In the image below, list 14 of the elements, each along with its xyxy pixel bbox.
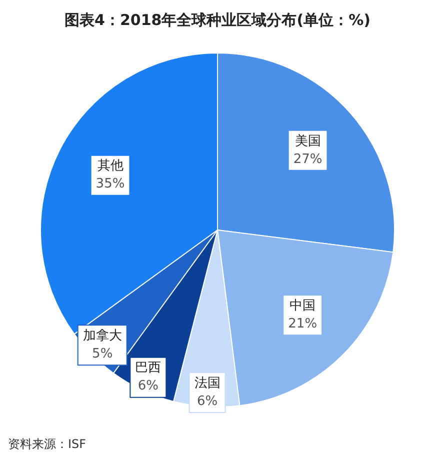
chart-title: 图表4：2018年全球种业区域分布(单位：%) [64,10,372,31]
slice-label: 加拿大 [82,328,122,344]
slice-label: 法国 [194,376,220,391]
slice-label: 美国 [294,132,321,149]
data-label: 5% [92,346,113,362]
slice-label: 巴西 [135,360,162,376]
data-label: 6% [196,394,218,409]
data-label: 27% [293,152,322,167]
slice-label: 其他 [97,158,124,174]
data-label: 6% [138,378,158,394]
slice-label: 中国 [290,298,316,314]
data-label: 35% [96,176,125,192]
data-label: 21% [288,316,318,332]
text: 资料来源：ISF [8,436,86,453]
